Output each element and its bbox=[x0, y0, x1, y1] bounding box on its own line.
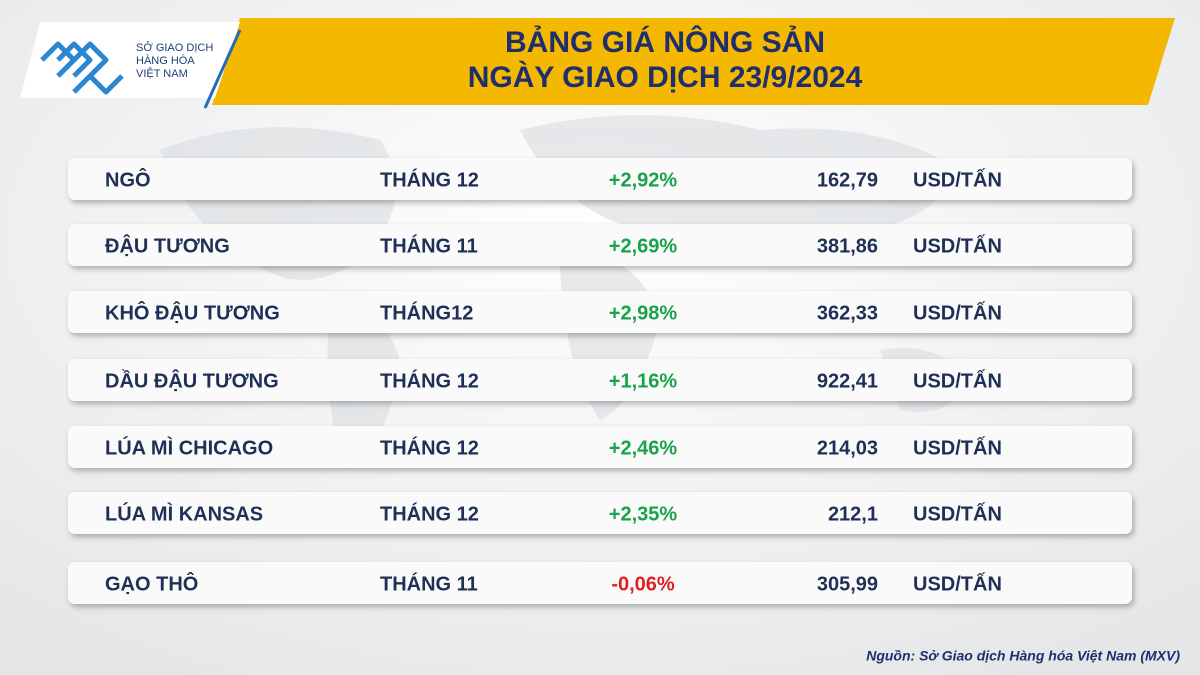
price-change: +1,16% bbox=[609, 370, 678, 392]
logo-line: SỞ GIAO DỊCH bbox=[136, 41, 213, 54]
row-background bbox=[68, 562, 1132, 604]
logo-panel bbox=[20, 22, 240, 98]
contract-month: THÁNG 12 bbox=[380, 168, 479, 191]
source: Nguồn: Sở Giao dịch Hàng hóa Việt Nam (M… bbox=[866, 648, 1180, 664]
unit: USD/TẤN bbox=[913, 234, 1002, 257]
price: 162,79 bbox=[817, 169, 878, 191]
price-change: +2,35% bbox=[609, 503, 678, 525]
price-change: +2,92% bbox=[609, 169, 678, 191]
table: NGÔ THÁNG 12 +2,92% 162,79 USD/TẤN ĐẬU TƯƠNG T… bbox=[68, 158, 1132, 604]
price: 305,99 bbox=[817, 573, 878, 595]
contract-month: THÁNG 12 bbox=[380, 436, 479, 459]
commodity-name: LÚA MÌ KANSAS bbox=[105, 501, 263, 525]
price-change: +2,98% bbox=[609, 302, 678, 324]
commodity-name: LÚA MÌ CHICAGO bbox=[105, 435, 273, 459]
logo-line: VIỆT NAM bbox=[136, 67, 188, 80]
contract-month: THÁNG 11 bbox=[380, 234, 478, 257]
commodity-name: DẦU ĐẬU TƯƠNG bbox=[105, 368, 279, 392]
logo-stroke bbox=[203, 29, 242, 109]
title-line: BẢNG GIÁ NÔNG SẢN bbox=[505, 25, 825, 59]
row-background bbox=[68, 291, 1132, 333]
title-line: NGÀY GIAO DỊCH 23/9/2024 bbox=[468, 60, 863, 94]
row-background bbox=[68, 426, 1132, 468]
header-banner bbox=[212, 18, 1175, 105]
price: 922,41 bbox=[817, 370, 878, 392]
row-background bbox=[68, 224, 1132, 266]
price: 362,33 bbox=[817, 302, 878, 324]
unit: USD/TẤN bbox=[913, 572, 1002, 595]
unit: USD/TẤN bbox=[913, 436, 1002, 459]
unit: USD/TẤN bbox=[913, 502, 1002, 525]
commodity-name: GẠO THÔ bbox=[105, 571, 198, 595]
unit: USD/TẤN bbox=[913, 369, 1002, 392]
contract-month: THÁNG 11 bbox=[380, 572, 478, 595]
row-background bbox=[68, 158, 1132, 200]
price: 381,86 bbox=[817, 235, 878, 257]
commodity-name: NGÔ bbox=[105, 167, 151, 191]
logo-line: HÀNG HÓA bbox=[136, 54, 195, 67]
contract-month: THÁNG 12 bbox=[380, 502, 479, 525]
row-background bbox=[68, 359, 1132, 401]
unit: USD/TẤN bbox=[913, 168, 1002, 191]
price-change: +2,69% bbox=[609, 235, 678, 257]
contract-month: THÁNG12 bbox=[380, 301, 473, 324]
contract-month: THÁNG 12 bbox=[380, 369, 479, 392]
price: 212,1 bbox=[828, 503, 878, 525]
price-change: -0,06% bbox=[611, 573, 675, 595]
commodity-name: KHÔ ĐẬU TƯƠNG bbox=[105, 300, 280, 324]
price-change: +2,46% bbox=[609, 437, 678, 459]
price: 214,03 bbox=[817, 437, 878, 459]
commodity-name: ĐẬU TƯƠNG bbox=[105, 233, 230, 257]
row-background bbox=[68, 492, 1132, 534]
logo-icon bbox=[40, 41, 124, 95]
unit: USD/TẤN bbox=[913, 301, 1002, 324]
